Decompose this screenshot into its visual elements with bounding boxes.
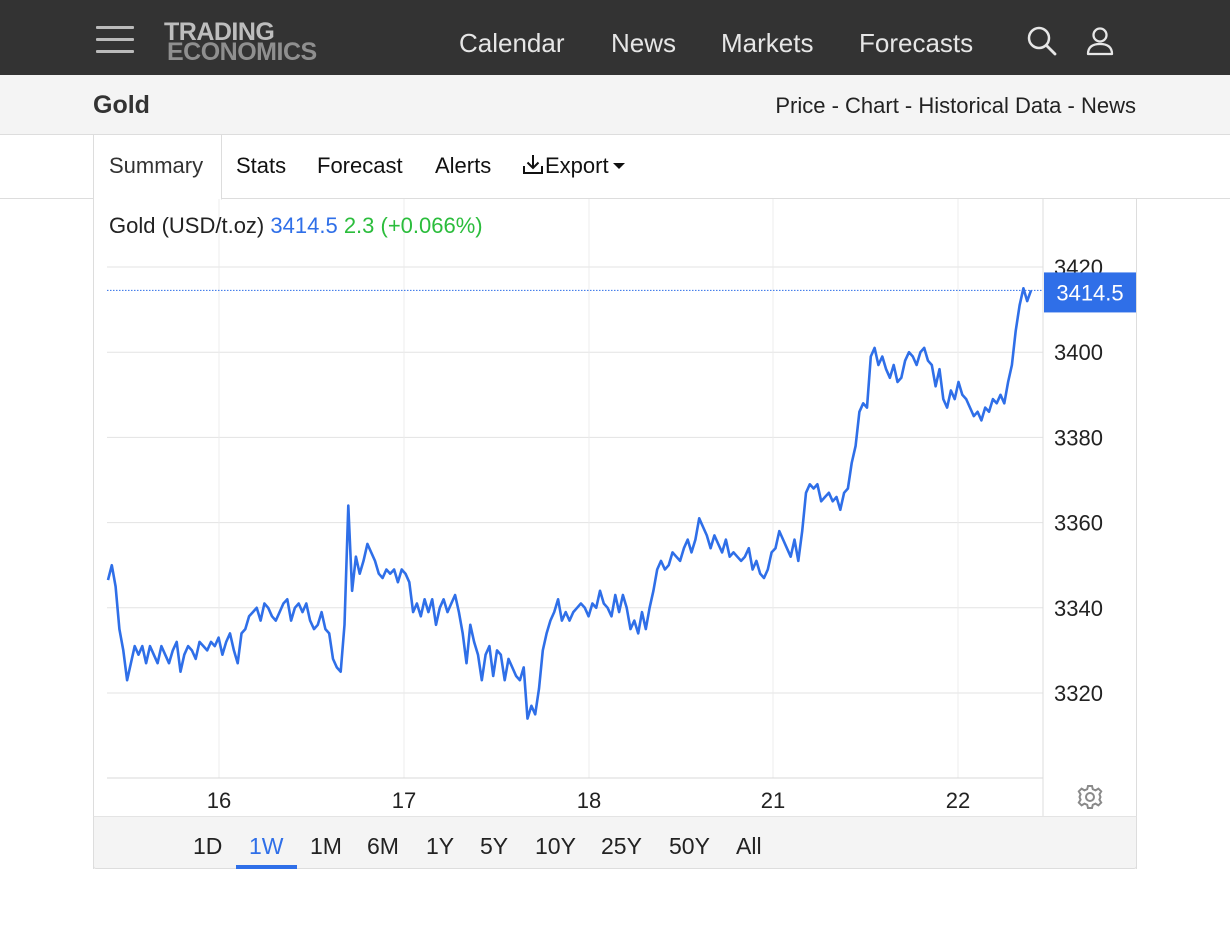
range-selector: 1D 1W 1M 6M 1Y 5Y 10Y 25Y 50Y All — [93, 816, 1137, 869]
tab-forecast[interactable]: Forecast — [317, 153, 403, 178]
search-icon[interactable] — [1025, 24, 1059, 58]
last-price-badge — [1044, 272, 1136, 313]
tab-summary-label: Summary — [109, 153, 204, 178]
range-10y[interactable]: 10Y — [535, 833, 576, 859]
nav-calendar[interactable]: Calendar — [459, 28, 565, 58]
range-1y[interactable]: 1Y — [426, 833, 455, 859]
tab-summary[interactable]: Summary — [93, 134, 222, 200]
subnav-links: Price - Chart - Historical Data - News — [775, 93, 1136, 119]
nav-markets[interactable]: Markets — [721, 28, 814, 58]
tab-export-label: Export — [545, 153, 609, 178]
user-icon[interactable] — [1084, 24, 1118, 58]
tab-stats[interactable]: Stats — [236, 153, 287, 178]
page-title: Gold — [93, 91, 150, 119]
range-1d[interactable]: 1D — [193, 833, 223, 859]
tab-export[interactable]: Export — [521, 152, 626, 180]
x-tick-label: 17 — [392, 788, 416, 813]
range-1m[interactable]: 1M — [310, 833, 342, 859]
x-tick-label: 18 — [577, 788, 601, 813]
y-tick-label: 3340 — [1054, 596, 1103, 621]
quote-line: Gold (USD/t.oz) 3414.5 2.3 (+0.066%) — [109, 212, 483, 240]
y-tick-label: 3400 — [1054, 340, 1103, 365]
subnav-separator: - — [1061, 93, 1081, 118]
range-50y[interactable]: 50Y — [669, 833, 710, 859]
subnav-historical-data[interactable]: Historical Data — [918, 93, 1062, 118]
y-tick-label: 3360 — [1054, 511, 1103, 536]
nav-forecasts[interactable]: Forecasts — [859, 28, 974, 58]
range-25y[interactable]: 25Y — [601, 833, 642, 859]
x-tick-label: 21 — [761, 788, 785, 813]
x-tick-label: 16 — [207, 788, 231, 813]
menu-icon[interactable] — [96, 26, 134, 54]
x-tick-label: 22 — [946, 788, 970, 813]
range-5y[interactable]: 5Y — [480, 833, 509, 859]
subnav-price[interactable]: Price — [775, 93, 826, 118]
download-icon — [523, 155, 543, 174]
instrument-price: 3414.5 — [270, 213, 338, 238]
range-1w[interactable]: 1W — [249, 833, 284, 859]
y-tick-label: 3320 — [1054, 681, 1103, 706]
tab-alerts[interactable]: Alerts — [435, 153, 492, 178]
y-tick-label: 3380 — [1054, 425, 1103, 450]
active-range-underline — [236, 865, 297, 869]
caret-down-icon — [612, 163, 625, 169]
subnav-separator: - — [898, 93, 919, 118]
chart-card — [93, 199, 1137, 869]
last-price-label: 3414.5 — [1056, 280, 1123, 305]
tabs-row: Summary Stats Forecast Alerts Export — [0, 134, 1230, 200]
subnav-separator: - — [825, 93, 846, 118]
range-all[interactable]: All — [736, 833, 762, 859]
range-6m[interactable]: 6M — [367, 833, 399, 859]
instrument-change: 2.3 (+0.066%) — [343, 213, 483, 238]
logo-line-2: ECONOMICS — [167, 38, 317, 66]
subnav-news[interactable]: News — [1080, 93, 1136, 118]
gear-icon[interactable] — [1076, 783, 1104, 811]
subnav-chart[interactable]: Chart — [845, 93, 899, 118]
price-series-line — [106, 287, 1033, 720]
nav-news[interactable]: News — [611, 28, 677, 58]
instrument-name: Gold (USD/t.oz) — [109, 213, 265, 238]
site-logo[interactable]: TRADING ECONOMICS — [164, 20, 344, 66]
logo-line-1: TRADING — [164, 18, 275, 46]
top-navigation-bar: TRADING ECONOMICS Calendar News Markets … — [0, 0, 1230, 75]
title-bar: Gold Price - Chart - Historical Data - N… — [0, 75, 1230, 135]
